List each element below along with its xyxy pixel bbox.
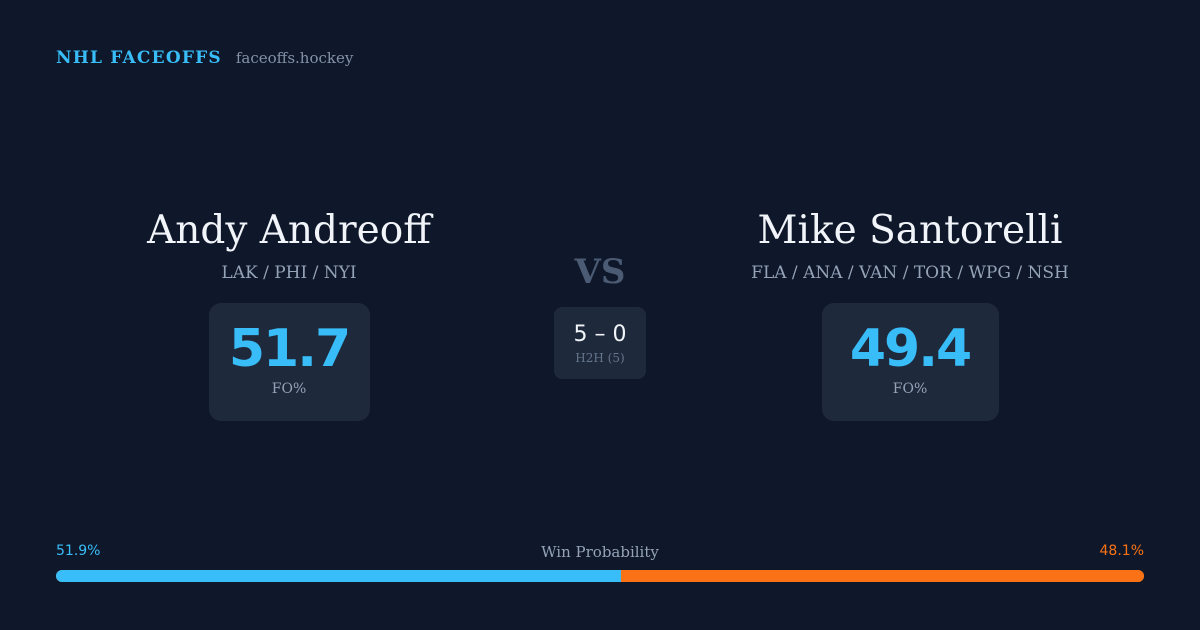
player-two-name: Mike Santorelli: [757, 208, 1063, 253]
win-probability-bar: [56, 570, 1144, 582]
player-one-fo-value: 51.7: [228, 319, 351, 379]
matchup-center: VS 5 – 0 H2H (5): [540, 252, 660, 379]
win-probability-labels: 51.9% Win Probability 48.1%: [56, 543, 1144, 563]
player-two: Mike Santorelli FLA / ANA / VAN / TOR / …: [700, 205, 1120, 421]
brand-title: NHL FACEOFFS: [56, 48, 222, 68]
player-two-fo-label: FO%: [892, 381, 928, 397]
brand-domain: faceoffs.hockey: [235, 49, 354, 67]
win-prob-right-value: 48.1%: [1099, 543, 1144, 559]
h2h-score: 5 – 0: [573, 321, 627, 347]
h2h-card: 5 – 0 H2H (5): [554, 307, 646, 379]
player-one-fo-label: FO%: [271, 381, 307, 397]
win-prob-left-value: 51.9%: [56, 543, 101, 559]
vs-label: VS: [574, 252, 626, 292]
h2h-label: H2H (5): [575, 350, 625, 365]
win-prob-title: Win Probability: [541, 543, 659, 561]
player-one-teams: LAK / PHI / NYI: [221, 263, 357, 283]
player-two-fo-value: 49.4: [849, 319, 972, 379]
win-prob-right-fill: [620, 570, 1144, 582]
player-one: Andy Andreoff LAK / PHI / NYI 51.7 FO%: [79, 205, 499, 421]
brand-header: NHL FACEOFFS faceoffs.hockey: [56, 48, 353, 68]
player-two-teams: FLA / ANA / VAN / TOR / WPG / NSH: [751, 263, 1069, 283]
player-one-name: Andy Andreoff: [147, 208, 431, 253]
win-prob-left-fill: [56, 570, 621, 582]
player-one-stat-card: 51.7 FO%: [208, 303, 370, 421]
player-two-stat-card: 49.4 FO%: [821, 303, 999, 421]
